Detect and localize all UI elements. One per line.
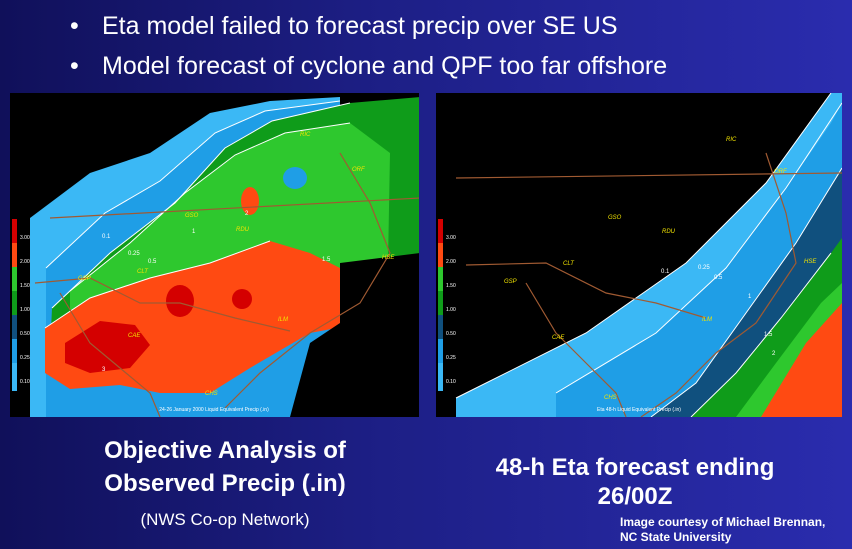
bullet-text: Eta model failed to forecast precip over… — [102, 12, 618, 40]
contour-label: 0.25 — [128, 251, 140, 257]
caption-line: Observed Precip (.in) — [104, 470, 346, 497]
contour-line — [555, 102, 842, 394]
bullet-marker: • — [70, 52, 79, 80]
offshore-mask — [290, 253, 419, 417]
city-label: GSP — [78, 276, 91, 282]
contour-label: 2 — [245, 211, 249, 217]
precip-2-area — [241, 187, 259, 215]
legend-label: 1.50 — [20, 283, 30, 289]
legend-label: 0.25 — [446, 355, 456, 361]
eta-forecast-map: 3.00 2.00 1.50 1.00 0.50 0.25 0.10 0.1 0… — [436, 93, 842, 417]
city-label: GSP — [504, 279, 517, 285]
contour-label: 0.5 — [148, 259, 157, 265]
contour-label: 1.5 — [322, 257, 331, 263]
contour-label: 1 — [748, 294, 752, 300]
city-label: CLT — [137, 269, 149, 275]
coastline — [224, 152, 391, 409]
image-credit: Image courtesy of Michael Brennan, NC St… — [620, 515, 825, 545]
map-footer: 24-26 January 2000 Liquid Equivalent Pre… — [159, 407, 269, 413]
legend-label: 1.00 — [446, 307, 456, 313]
precip-3-area — [65, 321, 150, 373]
bullet-list: • Eta model failed to forecast precip ove… — [70, 6, 667, 86]
precip-0.25-area — [283, 167, 307, 189]
state-border — [59, 292, 161, 417]
legend-label: 0.50 — [20, 331, 30, 337]
city-label: RDU — [236, 227, 250, 233]
contour-label: 1.5 — [764, 332, 773, 338]
eta-forecast-map-graphic: 3.00 2.00 1.50 1.00 0.50 0.25 0.10 0.1 0… — [438, 93, 842, 417]
city-label: CLT — [563, 261, 575, 267]
caption-line: 26/00Z — [597, 483, 673, 510]
contour-line — [650, 167, 842, 417]
bullet-item: • Eta model failed to forecast precip ove… — [70, 6, 667, 46]
credit-line: NC State University — [620, 530, 732, 544]
legend-label: 0.10 — [446, 379, 456, 385]
contour-line — [45, 100, 341, 269]
city-label: ORF — [774, 169, 787, 175]
legend-label: 3.00 — [446, 235, 456, 241]
contour-label: 0.5 — [714, 275, 723, 281]
contour-line — [69, 122, 351, 292]
city-label: HSE — [804, 259, 817, 265]
city-label: CHS — [604, 395, 617, 401]
city-label: CAE — [552, 335, 565, 341]
city-label: ILM — [278, 317, 288, 323]
state-border — [455, 172, 842, 179]
legend-label: 0.25 — [20, 355, 30, 361]
precip-legend: 3.00 2.00 1.50 1.00 0.50 0.25 0.10 — [438, 219, 456, 391]
state-border — [49, 197, 419, 219]
state-border — [465, 262, 707, 319]
city-label: GSO — [185, 213, 199, 219]
legend-label: 1.00 — [20, 307, 30, 313]
precip-3-area — [232, 289, 252, 309]
precip-2-area — [761, 303, 842, 417]
city-label: ORF — [352, 167, 365, 173]
city-label: RIC — [726, 137, 737, 143]
city-label: GSO — [608, 215, 622, 221]
legend-label: 2.00 — [20, 259, 30, 265]
legend-label: 0.50 — [446, 331, 456, 337]
legend-label: 2.00 — [446, 259, 456, 265]
contour-label: 3 — [102, 367, 106, 373]
contour-label: 2 — [772, 351, 776, 357]
city-label: CHS — [205, 391, 218, 397]
legend-label: 3.00 — [20, 235, 30, 241]
city-label: RDU — [662, 229, 676, 235]
contour-label: 0.1 — [102, 234, 111, 240]
observed-analysis-caption: Objective Analysis of Observed Precip (.… — [60, 434, 390, 500]
bullet-text: Model forecast of cyclone and QPF too fa… — [102, 52, 668, 80]
state-border — [525, 282, 627, 417]
city-label: CAE — [128, 333, 141, 339]
caption-line: Objective Analysis of — [104, 437, 346, 464]
contour-line — [455, 93, 832, 399]
eta-forecast-caption: 48-h Eta forecast ending 26/00Z — [460, 453, 810, 511]
observed-precip-map: 3.00 2.00 1.50 1.00 0.50 0.25 0.10 0.1 0… — [10, 93, 419, 417]
bullet-marker: • — [70, 12, 79, 40]
contour-line — [44, 240, 271, 329]
legend-label: 1.50 — [446, 283, 456, 289]
precip-legend: 3.00 2.00 1.50 1.00 0.50 0.25 0.10 — [12, 219, 30, 391]
legend-label: 0.10 — [20, 379, 30, 385]
contour-line — [690, 252, 832, 417]
map-footer: Eta 48-h Liquid Equivalent Precip (.in) — [597, 407, 681, 413]
caption-line: 48-h Eta forecast ending — [495, 454, 775, 481]
data-source-caption: (NWS Co-op Network) — [140, 510, 310, 529]
contour-label: 1 — [192, 229, 196, 235]
observed-precip-map-graphic: 3.00 2.00 1.50 1.00 0.50 0.25 0.10 0.1 0… — [12, 97, 419, 417]
coastline — [640, 152, 797, 417]
credit-line: Image courtesy of Michael Brennan, — [620, 515, 826, 529]
state-border — [34, 277, 291, 332]
city-label: HSE — [382, 255, 395, 261]
contour-label: 0.1 — [661, 269, 670, 275]
precip-3-area — [166, 285, 194, 317]
contour-label: 0.25 — [698, 265, 710, 271]
city-label: RIC — [300, 132, 311, 138]
city-label: ILM — [702, 317, 712, 323]
bullet-item: • Model forecast of cyclone and QPF too f… — [70, 46, 667, 86]
contour-line — [51, 102, 351, 309]
